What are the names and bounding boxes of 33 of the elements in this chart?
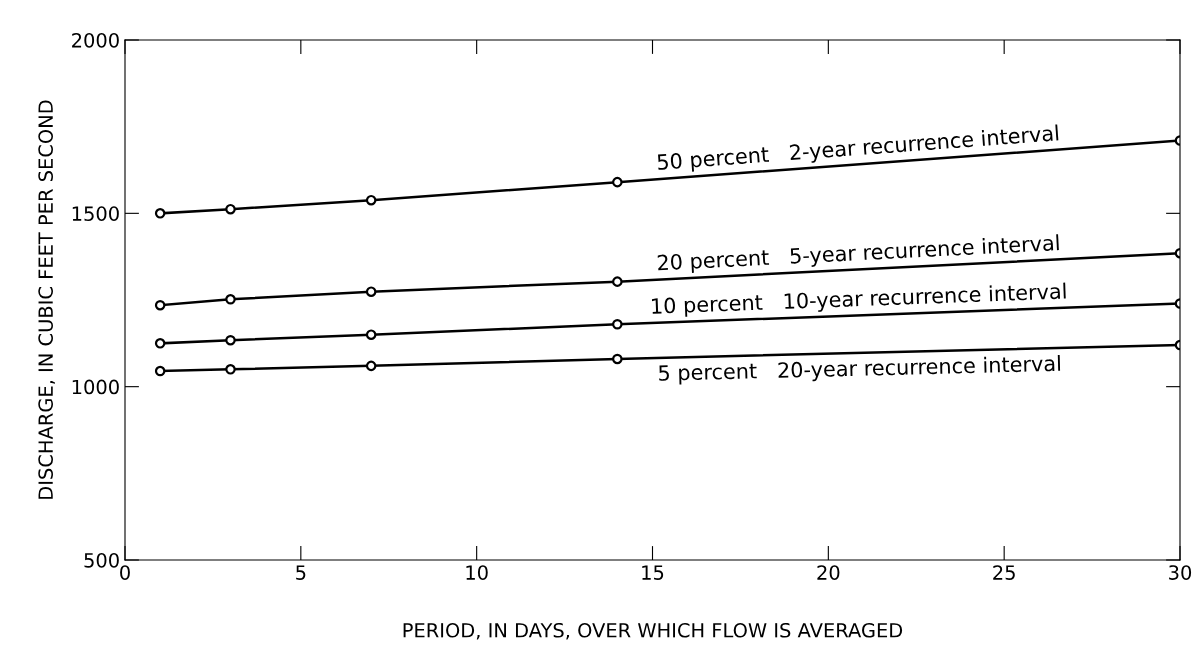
x-tick-label: 30 <box>1169 565 1192 580</box>
point <box>225 203 236 215</box>
point <box>365 360 377 372</box>
point <box>365 286 377 297</box>
point <box>365 194 377 206</box>
point <box>154 338 166 349</box>
y-tick-label: 500 <box>84 552 119 568</box>
point <box>225 294 236 305</box>
point <box>225 364 236 375</box>
x-tick-label: 0 <box>120 565 130 580</box>
point <box>612 353 623 365</box>
series-label: 50 percent 2-year recurrence interval <box>657 124 1059 175</box>
x-tick-label: 10 <box>466 565 488 580</box>
point <box>365 329 377 340</box>
x-tick-label: 15 <box>642 565 664 580</box>
point <box>154 365 166 377</box>
point <box>225 334 236 346</box>
series-label: 10 percent 10-year recurrence interval <box>651 282 1066 319</box>
point <box>154 208 166 219</box>
y-tick-label: 2000 <box>72 32 119 48</box>
x-tick-label: 20 <box>817 565 840 580</box>
y-tick-label: 1500 <box>72 206 119 221</box>
series-label: 20 percent 5-year recurrence interval <box>657 234 1060 275</box>
point <box>154 299 166 311</box>
point <box>612 276 623 287</box>
x-tick-label: 25 <box>993 565 1015 580</box>
point <box>612 176 623 188</box>
x-tick-label: 5 <box>296 565 306 580</box>
point <box>612 318 623 330</box>
series-label: 5 percent 20-year recurrence interval <box>658 354 1061 385</box>
x-axis-title: PERIOD, IN DAYS, OVER WHICH FLOW IS AVERAGED <box>403 622 903 640</box>
y-tick-label: 1000 <box>72 379 119 395</box>
y-axis-title: DISCHARGE, IN CUBIC FEET PER SECOND <box>38 100 55 499</box>
